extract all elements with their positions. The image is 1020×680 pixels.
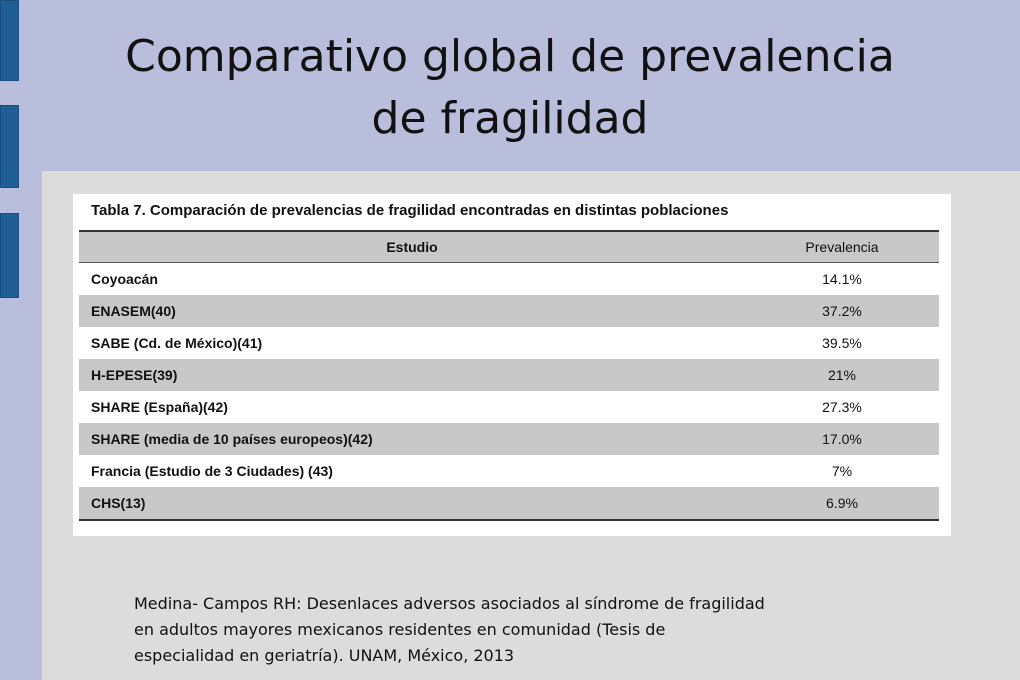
- study-cell: Francia (Estudio de 3 Ciudades) (43): [91, 463, 333, 479]
- header-study: Estudio: [79, 231, 745, 263]
- study-cell: SABE (Cd. de México)(41): [91, 335, 263, 351]
- table-row: Francia (Estudio de 3 Ciudades) (43) 7%: [79, 455, 939, 487]
- table-caption: Tabla 7. Comparación de prevalencias de …: [91, 202, 729, 219]
- table-row: ENASEM(40) 37.2%: [79, 295, 939, 327]
- slide-title-line-2: de fragilidad: [371, 93, 649, 144]
- prevalence-cell: 6.9%: [745, 487, 939, 520]
- prevalence-table: Estudio Prevalencia Coyoacán 14.1% ENASE…: [79, 230, 939, 521]
- table-header-row: Estudio Prevalencia: [79, 231, 939, 263]
- study-cell: SHARE (España)(42): [91, 399, 228, 415]
- citation-line-1: Medina- Campos RH: Desenlaces adversos a…: [134, 594, 765, 613]
- table-card: Tabla 7. Comparación de prevalencias de …: [73, 194, 951, 536]
- table-row: Coyoacán 14.1%: [79, 263, 939, 296]
- citation-line-3: especialidad en geriatría). UNAM, México…: [134, 646, 515, 665]
- slide-title: Comparativo global de prevalencia de fra…: [60, 26, 960, 150]
- study-cell: CHS(13): [79, 487, 745, 520]
- study-cell: Coyoacán: [91, 271, 158, 287]
- prevalence-cell: 7%: [831, 463, 853, 479]
- accent-bar-top: [0, 0, 19, 81]
- table-row: H-EPESE(39) 21%: [79, 359, 939, 391]
- prevalence-cell: 27.3%: [822, 399, 862, 415]
- citation-line-2: en adultos mayores mexicanos residentes …: [134, 620, 666, 639]
- prevalence-cell: 39.5%: [822, 335, 862, 351]
- table-row: SABE (Cd. de México)(41) 39.5%: [79, 327, 939, 359]
- citation: Medina- Campos RH: Desenlaces adversos a…: [134, 591, 934, 669]
- prevalence-cell: 17.0%: [745, 423, 939, 455]
- table-row: SHARE (España)(42) 27.3%: [79, 391, 939, 423]
- table-row: CHS(13) 6.9%: [79, 487, 939, 520]
- study-cell: SHARE (media de 10 países europeos)(42): [79, 423, 745, 455]
- prevalence-cell: 21%: [745, 359, 939, 391]
- content-panel: Tabla 7. Comparación de prevalencias de …: [42, 171, 1020, 680]
- table-row: SHARE (media de 10 países europeos)(42) …: [79, 423, 939, 455]
- slide-title-line-1: Comparativo global de prevalencia: [125, 31, 895, 82]
- study-cell: ENASEM(40): [79, 295, 745, 327]
- study-cell: H-EPESE(39): [79, 359, 745, 391]
- prevalence-cell: 37.2%: [745, 295, 939, 327]
- prevalence-cell: 14.1%: [822, 271, 862, 287]
- accent-bar-bottom: [0, 213, 19, 298]
- accent-bar-middle: [0, 105, 19, 188]
- header-prevalence: Prevalencia: [745, 231, 939, 263]
